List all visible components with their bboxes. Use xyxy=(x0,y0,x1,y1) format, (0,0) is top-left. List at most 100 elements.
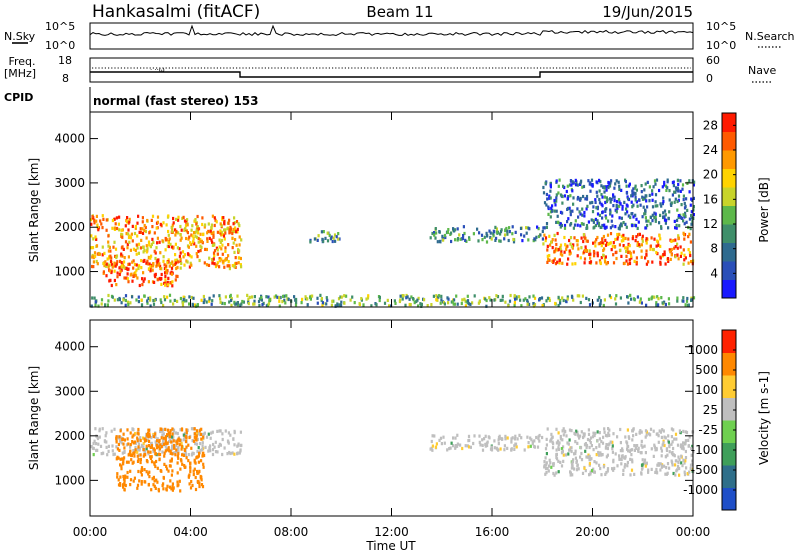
echo-cell xyxy=(129,273,132,277)
echo-cell xyxy=(160,272,163,277)
echo-cell xyxy=(659,462,662,466)
echo-cell xyxy=(125,443,128,447)
power-colorbar-label: Power [dB] xyxy=(757,177,771,242)
echo-cell xyxy=(284,301,287,305)
echo-cell xyxy=(334,304,337,308)
echo-cell xyxy=(176,299,179,303)
echo-cell xyxy=(676,296,679,300)
echo-cell xyxy=(107,293,110,298)
echo-cell xyxy=(101,245,104,249)
echo-cell xyxy=(211,430,214,434)
echo-cell xyxy=(600,473,603,477)
echo-cell xyxy=(166,244,169,248)
echo-cell xyxy=(616,464,619,468)
echo-cell xyxy=(506,229,509,233)
echo-cell xyxy=(651,260,654,264)
echo-cell xyxy=(185,436,188,440)
echo-cell xyxy=(188,482,191,486)
echo-cell xyxy=(625,191,629,195)
echo-cell xyxy=(645,253,648,257)
echo-cell xyxy=(192,472,195,477)
echo-cell xyxy=(165,223,168,227)
echo-cell xyxy=(386,298,389,302)
echo-cell xyxy=(586,239,589,243)
echo-cell xyxy=(122,298,125,302)
echo-cell xyxy=(122,460,125,464)
echo-cell xyxy=(576,430,579,434)
echo-cell xyxy=(454,228,457,232)
echo-cell xyxy=(588,473,591,477)
echo-cell xyxy=(123,446,126,450)
echo-cell xyxy=(429,447,432,451)
colorbar-swatch xyxy=(722,375,736,398)
echo-cell xyxy=(190,228,193,232)
echo-cell xyxy=(643,444,646,448)
echo-cell xyxy=(682,444,685,448)
echo-cell xyxy=(174,278,177,282)
echo-cell xyxy=(655,303,658,307)
echo-cell xyxy=(208,447,211,451)
colorbar-tick-label: 16 xyxy=(703,192,718,206)
echo-cell xyxy=(659,430,662,434)
echo-cell xyxy=(140,480,143,484)
echo-cell xyxy=(617,198,621,202)
echo-cell xyxy=(99,219,102,223)
echo-cell xyxy=(234,261,237,266)
echo-cell xyxy=(570,294,574,298)
echo-cell xyxy=(222,259,225,263)
echo-cell xyxy=(602,303,605,308)
echo-cell xyxy=(552,471,555,476)
echo-cell xyxy=(178,247,181,251)
echo-cell xyxy=(161,433,164,437)
echo-cell xyxy=(548,254,551,258)
echo-cell xyxy=(605,241,609,245)
echo-cell xyxy=(157,452,160,456)
echo-cell xyxy=(444,235,447,240)
echo-cell xyxy=(229,433,232,437)
echo-cell xyxy=(647,219,650,223)
echo-cell xyxy=(545,461,548,465)
echo-cell xyxy=(182,295,185,299)
echo-cell xyxy=(666,257,670,261)
echo-cell xyxy=(107,249,110,253)
echo-cell xyxy=(624,456,627,460)
echo-cell xyxy=(221,452,224,457)
echo-cell xyxy=(460,301,463,306)
echo-cell xyxy=(684,211,687,215)
echo-cell xyxy=(595,190,598,194)
echo-cell xyxy=(656,204,659,208)
echo-cell xyxy=(170,487,173,491)
echo-cell xyxy=(495,230,499,234)
echo-cell xyxy=(455,294,458,298)
echo-cell xyxy=(192,469,195,473)
echo-cell xyxy=(653,211,656,215)
echo-cell xyxy=(174,233,177,237)
echo-cell xyxy=(205,435,209,439)
echo-cell xyxy=(606,233,610,237)
echo-cell xyxy=(498,239,501,243)
echo-cell xyxy=(224,246,227,250)
echo-cell xyxy=(132,451,135,456)
range-tick-label: 1000 xyxy=(54,265,85,279)
echo-cell xyxy=(538,297,541,301)
echo-cell xyxy=(167,446,170,450)
echo-cell xyxy=(378,298,381,303)
echo-cell xyxy=(516,437,519,441)
echo-cell xyxy=(115,435,118,439)
echo-cell xyxy=(610,197,613,201)
echo-cell xyxy=(493,230,496,234)
echo-cell xyxy=(238,235,241,239)
echo-cell xyxy=(646,205,649,209)
echo-cell xyxy=(644,435,647,439)
time-tick-label: 00:00 xyxy=(676,525,711,539)
echo-cell xyxy=(190,233,193,237)
echo-cell xyxy=(203,261,206,265)
echo-cell xyxy=(487,435,490,439)
echo-cell xyxy=(547,205,550,209)
echo-cell xyxy=(201,454,204,458)
colorbar-swatch xyxy=(722,131,736,151)
echo-cell xyxy=(556,220,559,224)
echo-cell xyxy=(179,238,182,242)
echo-cell xyxy=(585,194,589,199)
